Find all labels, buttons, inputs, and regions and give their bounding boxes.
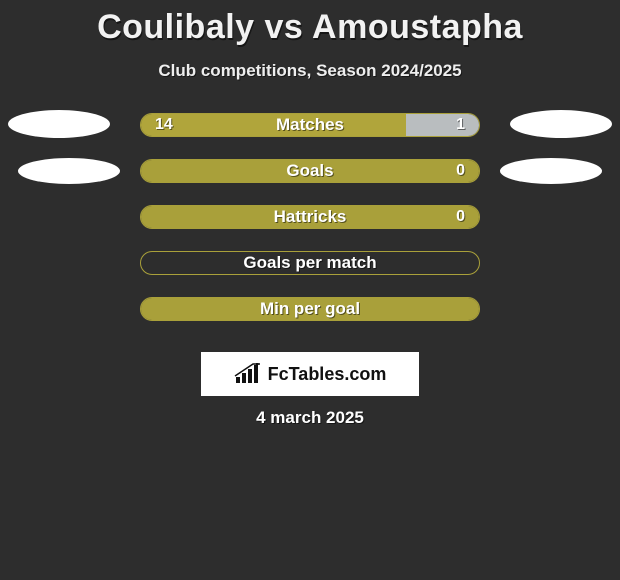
comparison-infographic: Coulibaly vs Amoustapha Club competition… [0, 0, 620, 580]
stat-row: Goals per match [0, 251, 620, 297]
seg-right [140, 160, 479, 182]
stat-bar [140, 113, 480, 137]
logo-chart-icon [234, 363, 262, 385]
oval-left [18, 158, 120, 184]
seg-right [140, 298, 479, 320]
stat-bar [140, 251, 480, 275]
seg-right [404, 114, 479, 136]
stat-value-right: 0 [456, 159, 465, 183]
stat-value-left: 14 [155, 113, 173, 137]
stat-row: Hattricks0 [0, 205, 620, 251]
oval-right [500, 158, 602, 184]
stat-bar [140, 297, 480, 321]
seg-left [141, 114, 406, 136]
stat-row: Min per goal [0, 297, 620, 343]
stat-value-right: 1 [456, 113, 465, 137]
date-text: 4 march 2025 [0, 408, 620, 428]
stat-rows: Matches141Goals0Hattricks0Goals per matc… [0, 113, 620, 343]
stat-row: Goals0 [0, 159, 620, 205]
stat-row: Matches141 [0, 113, 620, 159]
oval-right [510, 110, 612, 138]
page-title: Coulibaly vs Amoustapha [0, 0, 620, 47]
logo-text: FcTables.com [268, 364, 387, 385]
stat-bar [140, 205, 480, 229]
stat-bar [140, 159, 480, 183]
logo-badge: FcTables.com [201, 352, 419, 396]
stat-value-right: 0 [456, 205, 465, 229]
subtitle: Club competitions, Season 2024/2025 [0, 61, 620, 81]
seg-right [140, 206, 479, 228]
oval-left [8, 110, 110, 138]
